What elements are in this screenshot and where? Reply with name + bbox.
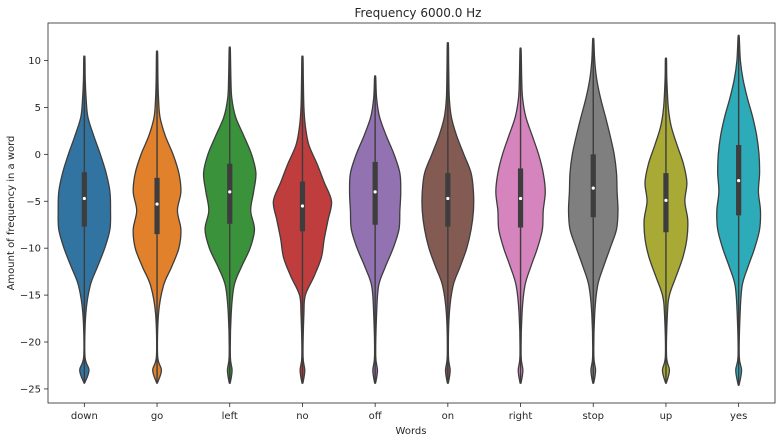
y-tick-label: −25 xyxy=(20,384,41,395)
x-tick-label-left: left xyxy=(222,411,238,422)
median-point-off xyxy=(373,190,377,194)
chart-title: Frequency 6000.0 Hz xyxy=(355,6,482,20)
x-tick-label-up: up xyxy=(660,411,673,422)
median-point-on xyxy=(446,196,450,201)
median-point-left xyxy=(228,190,232,194)
x-tick-label-on: on xyxy=(442,411,454,422)
median-point-no xyxy=(300,204,305,208)
x-tick-label-off: off xyxy=(369,411,383,422)
iqr-box-up xyxy=(663,173,669,233)
median-point-down xyxy=(82,196,86,201)
y-axis-label: Amount of frequency in a word xyxy=(6,136,17,291)
median-point-stop xyxy=(591,186,595,190)
x-tick-label-stop: stop xyxy=(582,411,604,422)
y-tick-label: −20 xyxy=(20,338,41,349)
y-tick-label: −5 xyxy=(26,197,41,208)
x-tick-label-yes: yes xyxy=(730,411,747,422)
x-tick-label-down: down xyxy=(71,411,98,422)
x-tick-label-no: no xyxy=(296,411,308,422)
y-tick-label: −15 xyxy=(20,291,41,302)
x-tick-label-go: go xyxy=(151,411,163,422)
median-point-yes xyxy=(737,179,741,183)
x-axis-label: Words xyxy=(396,426,427,437)
iqr-box-go xyxy=(154,177,160,235)
median-point-right xyxy=(518,196,523,201)
median-point-go xyxy=(155,202,159,206)
median-point-up xyxy=(664,198,668,202)
y-tick-label: 0 xyxy=(35,150,41,161)
iqr-box-left xyxy=(227,163,233,224)
tick-group: 10 5 0 −5 −10 −15 −20 −25 down go left no off on right… xyxy=(20,56,747,422)
plot-frame xyxy=(47,22,776,404)
y-tick-label: 5 xyxy=(35,103,41,114)
iqr-box-stop xyxy=(590,154,596,218)
y-tick-label: 10 xyxy=(28,56,41,67)
x-tick-label-right: right xyxy=(509,411,533,422)
violin-group xyxy=(57,34,762,386)
y-tick-label: −10 xyxy=(20,244,41,255)
